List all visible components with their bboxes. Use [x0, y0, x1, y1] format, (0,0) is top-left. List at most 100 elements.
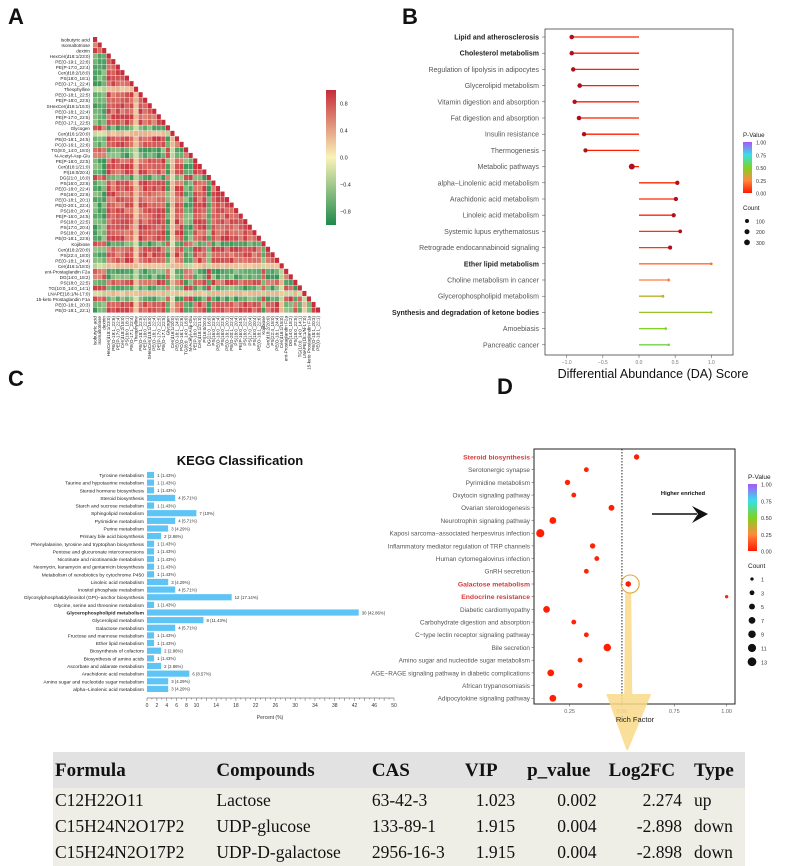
heatmap-cell: [206, 296, 211, 302]
heatmap-col-label: Isobutyric acid: [93, 316, 98, 346]
heatmap-cell: [102, 235, 107, 241]
category-label: Oxytocin signaling pathway: [453, 493, 531, 500]
pvalue-tick-label: 0.00: [756, 192, 766, 198]
heatmap-cell: [97, 180, 102, 186]
heatmap-cell: [256, 257, 261, 263]
heatmap-cell: [184, 301, 189, 308]
heatmap-cell: [156, 274, 161, 280]
heatmap-cell: [206, 285, 211, 291]
heatmap-cell: [115, 224, 120, 230]
heatmap-cell: [161, 268, 166, 274]
category-label: Steroid biosynthesis: [100, 496, 144, 502]
heatmap-cell: [152, 208, 157, 214]
heatmap-cell: [147, 175, 152, 181]
heatmap-row-label: PE(O-18:0_22:4): [55, 187, 90, 192]
heatmap-cell: [93, 158, 98, 164]
heatmap-cell: [102, 208, 107, 214]
heatmap-cell: [211, 263, 216, 269]
heatmap-cell: [143, 191, 148, 197]
heatmap-row-label: PE(P-17:0_22:5): [56, 115, 91, 120]
category-label: Arachidonic acid metabolism: [82, 672, 144, 678]
heatmap-cell: [188, 257, 193, 263]
heatmap-cell: [115, 208, 120, 214]
heatmap-cell: [147, 136, 152, 142]
heatmap-cell: [152, 252, 157, 258]
heatmap-cell: [133, 163, 139, 170]
heatmap-cell: [102, 59, 107, 65]
heatmap-cell: [120, 307, 125, 313]
heatmap-cell: [115, 81, 120, 87]
heatmap-cell: [152, 152, 157, 159]
heatmap-cell: [188, 279, 193, 285]
heatmap-cell: [174, 169, 180, 175]
heatmap-cell: [156, 175, 161, 181]
heatmap-cell: [174, 158, 180, 164]
category-label: Diabetic cardiomyopathy: [460, 607, 531, 614]
heatmap-cell: [115, 175, 120, 181]
heatmap-cell: [93, 296, 98, 302]
heatmap-cell: [124, 97, 129, 103]
heatmap-cell: [179, 279, 184, 285]
heatmap-cell: [102, 252, 107, 258]
heatmap-cell: [165, 290, 170, 297]
heatmap-cell: [102, 285, 107, 291]
heatmap-cell: [147, 197, 152, 203]
heatmap-cell: [156, 268, 161, 274]
heatmap-cell: [197, 197, 202, 203]
heatmap-cell: [234, 235, 239, 241]
heatmap-cell: [270, 285, 275, 291]
heatmap-cell: [234, 224, 239, 230]
heatmap-cell: [234, 268, 239, 274]
heatmap-cell: [143, 125, 148, 131]
heatmap-cell: [170, 158, 175, 164]
heatmap-cell: [156, 125, 161, 131]
heatmap-cell: [102, 163, 107, 170]
heatmap-cell: [133, 230, 139, 236]
heatmap-cell: [224, 296, 230, 302]
heatmap-cell: [102, 263, 107, 269]
heatmap-cell: [256, 279, 261, 285]
heatmap-col-label: Cer(d16:1/18:0): [279, 316, 284, 349]
heatmap-cell: [170, 186, 175, 192]
heatmap-cell: [206, 246, 211, 252]
heatmap-cell: [106, 246, 111, 252]
lollipop-dot: [671, 213, 676, 218]
heatmap-cell: [174, 252, 180, 258]
heatmap-cell: [147, 152, 152, 159]
category-label: Starch and sucrose metabolism: [76, 504, 145, 510]
heatmap-col-label: Cer(d18:1/21:0): [197, 316, 202, 349]
category-label: Pentose and glucuronate interconversions: [53, 549, 145, 555]
colorbar-tick-label: 0.4: [340, 129, 348, 135]
heatmap-cell: [206, 301, 211, 308]
heatmap-cell: [106, 175, 111, 181]
heatmap-cell: [133, 268, 139, 274]
heatmap-cell: [102, 114, 107, 120]
heatmap-row-label: PS(18:0_22:6): [60, 192, 90, 197]
bar-data-label: 1 (1.43%): [157, 656, 176, 661]
heatmap-cell: [124, 186, 129, 192]
heatmap-cell: [138, 169, 143, 175]
heatmap-cell: [115, 246, 120, 252]
heatmap-cell: [152, 257, 157, 263]
heatmap-cell: [215, 257, 220, 263]
category-label: Primary bile acid biosynthesis: [80, 534, 145, 540]
heatmap-cell: [202, 219, 207, 225]
category-label: African trypanosomiasis: [462, 683, 530, 690]
heatmap-cell: [138, 296, 143, 302]
heatmap-cell: [93, 125, 98, 131]
heatmap-cell: [111, 257, 116, 263]
heatmap-cell: [224, 257, 230, 263]
heatmap-cell: [138, 163, 143, 170]
heatmap-cell: [193, 257, 198, 263]
heatmap-cell: [256, 268, 261, 274]
heatmap-col-label: TG(8:0_14:0_18:0): [184, 316, 189, 355]
heatmap-cell: [138, 307, 143, 313]
heatmap-cell: [202, 285, 207, 291]
heatmap-cell: [93, 114, 98, 120]
category-label: Choline metabolism in cancer: [447, 278, 539, 285]
heatmap-cell: [111, 263, 116, 269]
colorbar-tick-label: 0.8: [340, 102, 348, 108]
heatmap-cell: [288, 307, 293, 313]
heatmap-cell: [170, 274, 175, 280]
pvalue-colorbar: [748, 484, 757, 551]
